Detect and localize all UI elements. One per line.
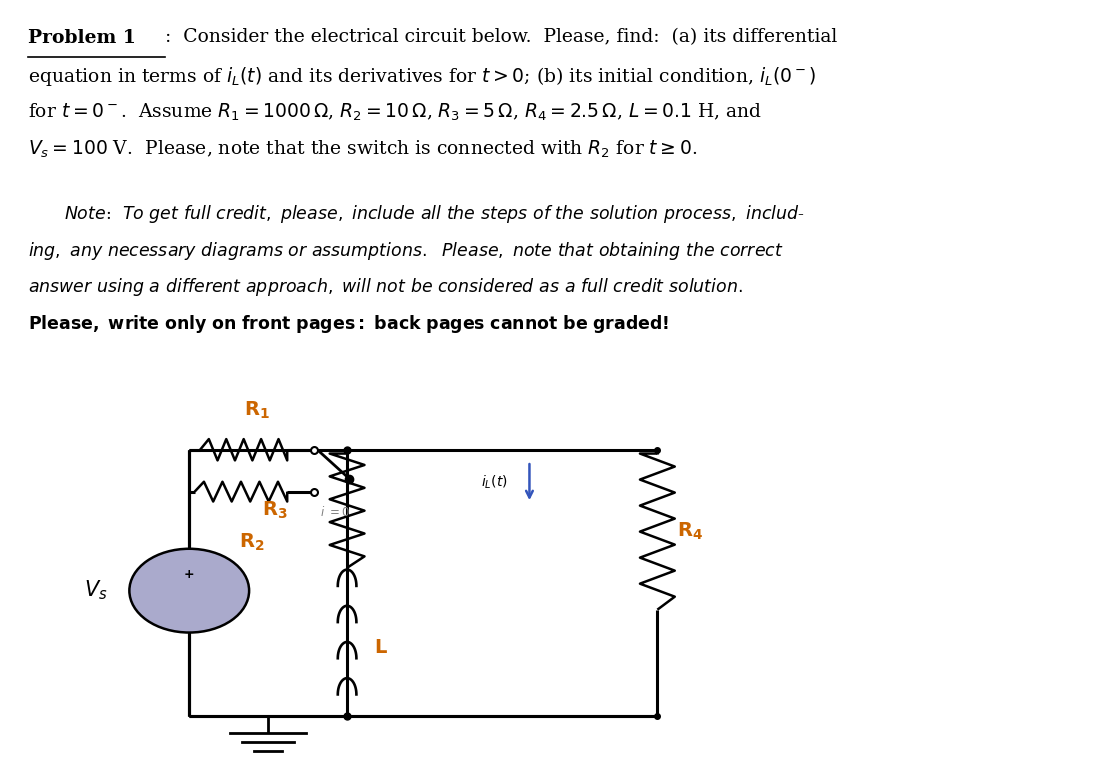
Text: $V_s = 100$ V.  Please, note that the switch is connected with $R_2$ for $t \geq: $V_s = 100$ V. Please, note that the swi… <box>29 139 698 159</box>
Text: equation in terms of $i_L(t)$ and its derivatives for $t > 0$; (b) its initial c: equation in terms of $i_L(t)$ and its de… <box>29 65 816 88</box>
Text: $i\ =0$: $i\ =0$ <box>320 505 350 519</box>
Text: $\it{answer\ using\ a\ different\ approach,\ will\ not\ be\ considered\ as\ a\ f: $\it{answer\ using\ a\ different\ approa… <box>29 276 743 298</box>
Text: $\mathbf{R_2}$: $\mathbf{R_2}$ <box>239 531 264 553</box>
Text: $\mathbf{R_1}$: $\mathbf{R_1}$ <box>245 400 270 420</box>
Text: +: + <box>184 568 194 581</box>
Text: $\mathbf{R_4}$: $\mathbf{R_4}$ <box>677 521 703 542</box>
Text: $\mathbf{Please,\ write\ only\ on\ front\ pages:\ back\ pages\ cannot\ be\ grade: $\mathbf{Please,\ write\ only\ on\ front… <box>29 313 669 335</box>
Circle shape <box>129 549 249 632</box>
Text: Problem 1: Problem 1 <box>29 28 136 46</box>
Text: for $t = 0^-$.  Assume $R_1 = 1000\,\Omega$, $R_2 = 10\,\Omega$, $R_3 = 5\,\Omeg: for $t = 0^-$. Assume $R_1 = 1000\,\Omeg… <box>29 102 762 123</box>
Text: $\it{Note}$:  $\it{To\ get\ full\ credit,\ please,\ include\ all\ the\ steps\ of: $\it{Note}$: $\it{To\ get\ full\ credit,… <box>64 203 805 225</box>
Text: $i_L(t)$: $i_L(t)$ <box>480 474 508 490</box>
Text: $\mathbf{R_3}$: $\mathbf{R_3}$ <box>261 500 287 521</box>
Text: $\mathbf{L}$: $\mathbf{L}$ <box>374 638 388 658</box>
Text: :  Consider the electrical circuit below.  Please, find:  (a) its differential: : Consider the electrical circuit below.… <box>166 28 837 46</box>
Text: $\it{ing,\ any\ necessary\ diagrams\ or\ assumptions.\ \ Please,\ note\ that\ ob: $\it{ing,\ any\ necessary\ diagrams\ or\… <box>29 239 784 262</box>
Text: $V_s$: $V_s$ <box>84 579 108 602</box>
